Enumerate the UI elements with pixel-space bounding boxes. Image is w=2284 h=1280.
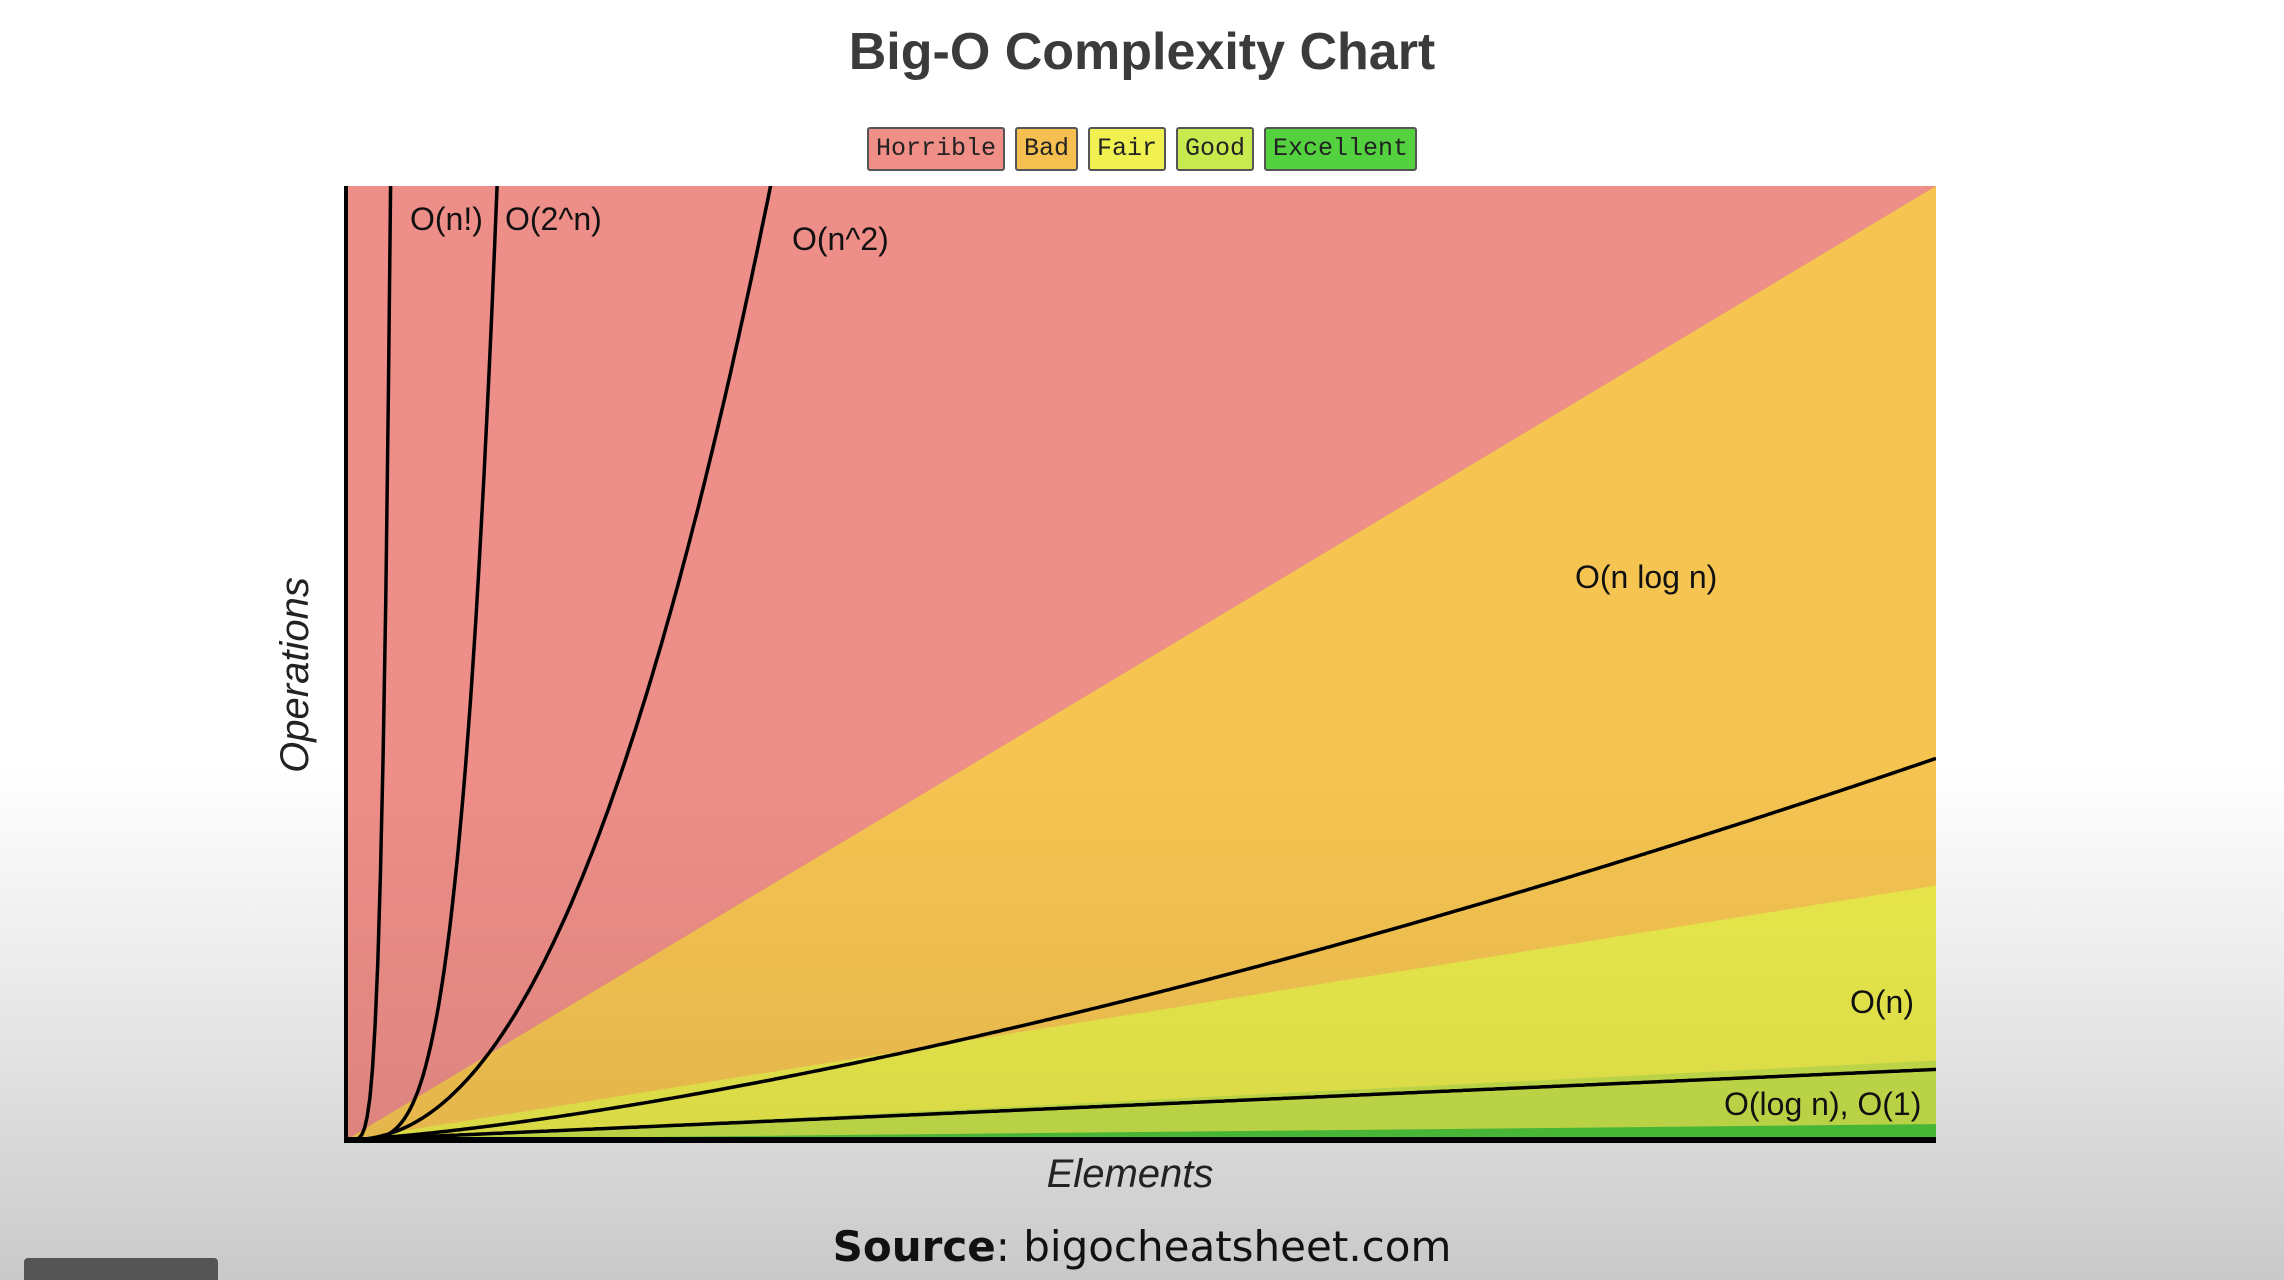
zone-shading <box>346 186 1936 1140</box>
label-nlogn: O(n log n) <box>1575 559 1717 595</box>
series-line-square <box>346 186 773 1140</box>
source-credit: Source: bigocheatsheet.com <box>0 1222 2284 1271</box>
label-exponential: O(2^n) <box>505 201 602 237</box>
chart-title: Big-O Complexity Chart <box>848 23 1436 81</box>
x-axis-label: Elements <box>1046 1152 1214 1196</box>
y-axis-label: Operations <box>273 577 317 773</box>
source-prefix: Source <box>832 1222 996 1271</box>
scroll-tab[interactable] <box>24 1258 218 1280</box>
legend-fair: Fair <box>1087 127 1166 171</box>
label-factorial: O(n!) <box>410 201 483 237</box>
source-separator: : <box>995 1222 1010 1271</box>
series-line-linear <box>346 1067 1936 1140</box>
legend-bad: Bad <box>1014 127 1078 171</box>
series-line-nlogn <box>346 756 1936 1140</box>
legend-good: Good <box>1176 127 1255 171</box>
label-quadratic: O(n^2) <box>792 221 889 257</box>
source-site: bigocheatsheet.com <box>1023 1222 1452 1271</box>
label-log-constant: O(log n), O(1) <box>1724 1086 1921 1122</box>
legend: Horrible Bad Fair Good Excellent <box>0 127 2284 171</box>
label-linear: O(n) <box>1850 984 1914 1020</box>
legend-horrible: Horrible <box>866 127 1005 171</box>
legend-excellent: Excellent <box>1264 127 1418 171</box>
